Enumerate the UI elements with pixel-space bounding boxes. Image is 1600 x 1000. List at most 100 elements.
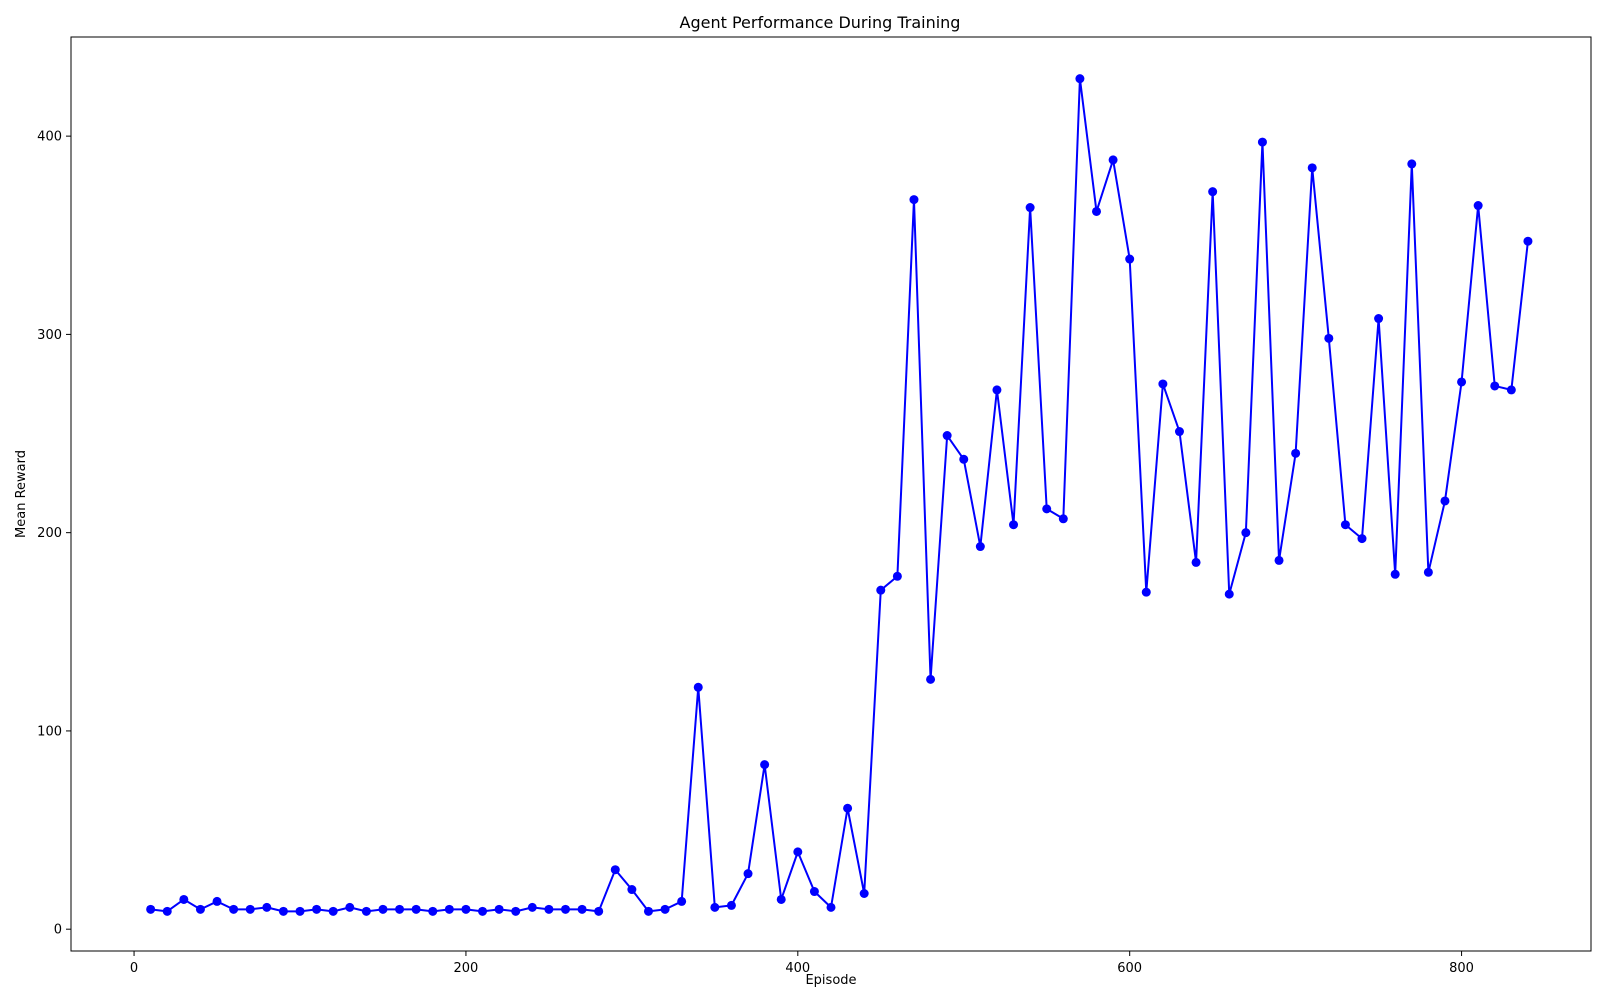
data-point	[1058, 514, 1068, 524]
data-point	[179, 894, 189, 904]
y-tick-label: 200	[37, 526, 62, 541]
data-point	[1307, 163, 1317, 173]
axes-frame	[70, 36, 1592, 952]
data-point	[162, 906, 172, 916]
data-point	[478, 906, 488, 916]
data-point	[361, 906, 371, 916]
y-axis-label: Mean Reward	[14, 450, 29, 538]
data-point	[561, 904, 570, 914]
data-point	[942, 431, 952, 441]
data-point	[1257, 137, 1267, 147]
data-point	[1075, 74, 1085, 84]
data-point	[1440, 496, 1450, 506]
data-point	[610, 865, 620, 875]
data-point	[212, 896, 222, 906]
data-point	[1025, 203, 1035, 213]
y-tick-label: 0	[54, 923, 62, 938]
data-point	[1357, 534, 1367, 544]
data-point	[1274, 555, 1284, 565]
y-tick-label: 100	[37, 724, 62, 739]
data-point	[1108, 155, 1118, 165]
data-point	[461, 904, 471, 914]
x-tick-label: 0	[130, 961, 138, 976]
data-point	[1506, 385, 1516, 395]
data-point	[295, 906, 305, 916]
data-point	[677, 896, 687, 906]
data-point	[594, 906, 604, 916]
plot-area	[146, 74, 1533, 916]
data-point	[1158, 379, 1168, 389]
data-point	[328, 906, 338, 916]
x-tick-label: 600	[1117, 961, 1142, 976]
data-point	[1191, 557, 1201, 567]
data-point	[926, 674, 936, 684]
data-point	[1374, 314, 1384, 324]
data-point	[494, 904, 504, 914]
data-point	[909, 195, 919, 205]
data-point	[843, 803, 853, 813]
data-point	[643, 906, 653, 916]
data-point	[1241, 528, 1251, 538]
data-point	[195, 904, 205, 914]
y-tick-label: 300	[37, 328, 62, 343]
data-point	[1523, 236, 1533, 246]
data-point	[1224, 589, 1234, 599]
data-point	[278, 906, 288, 916]
data-point	[312, 904, 322, 914]
data-point	[726, 900, 736, 910]
data-point	[1092, 206, 1101, 216]
data-point	[859, 889, 869, 898]
data-point	[743, 869, 753, 879]
y-axis: 0 100 200 300 400	[37, 130, 71, 938]
data-point	[1473, 201, 1483, 211]
data-point	[1457, 377, 1467, 387]
data-point	[1490, 381, 1500, 391]
data-point	[444, 904, 454, 914]
x-axis: 0 200 400 600 800	[130, 951, 1474, 976]
data-point	[660, 904, 670, 914]
data-point	[262, 902, 272, 912]
data-point	[1208, 187, 1218, 197]
data-point	[1042, 504, 1052, 514]
x-tick-label: 800	[1449, 961, 1474, 976]
data-point	[693, 682, 703, 692]
data-point	[1390, 569, 1400, 579]
data-point	[826, 902, 836, 912]
data-point	[544, 904, 554, 914]
data-point	[710, 902, 720, 912]
x-tick-label: 400	[785, 961, 810, 976]
data-point	[1009, 520, 1019, 530]
data-point	[1174, 427, 1184, 437]
data-point	[1423, 567, 1433, 577]
data-point	[1125, 254, 1135, 264]
data-point	[378, 904, 388, 914]
data-point	[1324, 333, 1334, 343]
data-point	[411, 904, 421, 914]
data-point	[428, 906, 438, 916]
data-point	[527, 902, 537, 912]
data-point	[1291, 448, 1301, 458]
chart-title: Agent Performance During Training	[680, 13, 961, 32]
data-point	[959, 454, 969, 464]
data-point	[1407, 159, 1417, 169]
data-point	[809, 887, 819, 897]
data-point	[776, 894, 786, 904]
data-point	[511, 906, 521, 916]
data-point	[975, 542, 985, 552]
data-point	[627, 885, 637, 895]
x-tick-label: 200	[454, 961, 479, 976]
data-point	[876, 585, 886, 595]
data-point	[245, 904, 255, 914]
data-point	[577, 904, 587, 914]
data-point	[793, 847, 803, 857]
data-point	[760, 760, 770, 770]
data-point	[1340, 520, 1350, 530]
data-point	[146, 904, 156, 914]
data-point	[992, 385, 1002, 395]
data-point	[345, 902, 355, 912]
data-point	[395, 904, 405, 914]
data-point	[1141, 587, 1151, 597]
y-tick-label: 400	[37, 130, 62, 145]
